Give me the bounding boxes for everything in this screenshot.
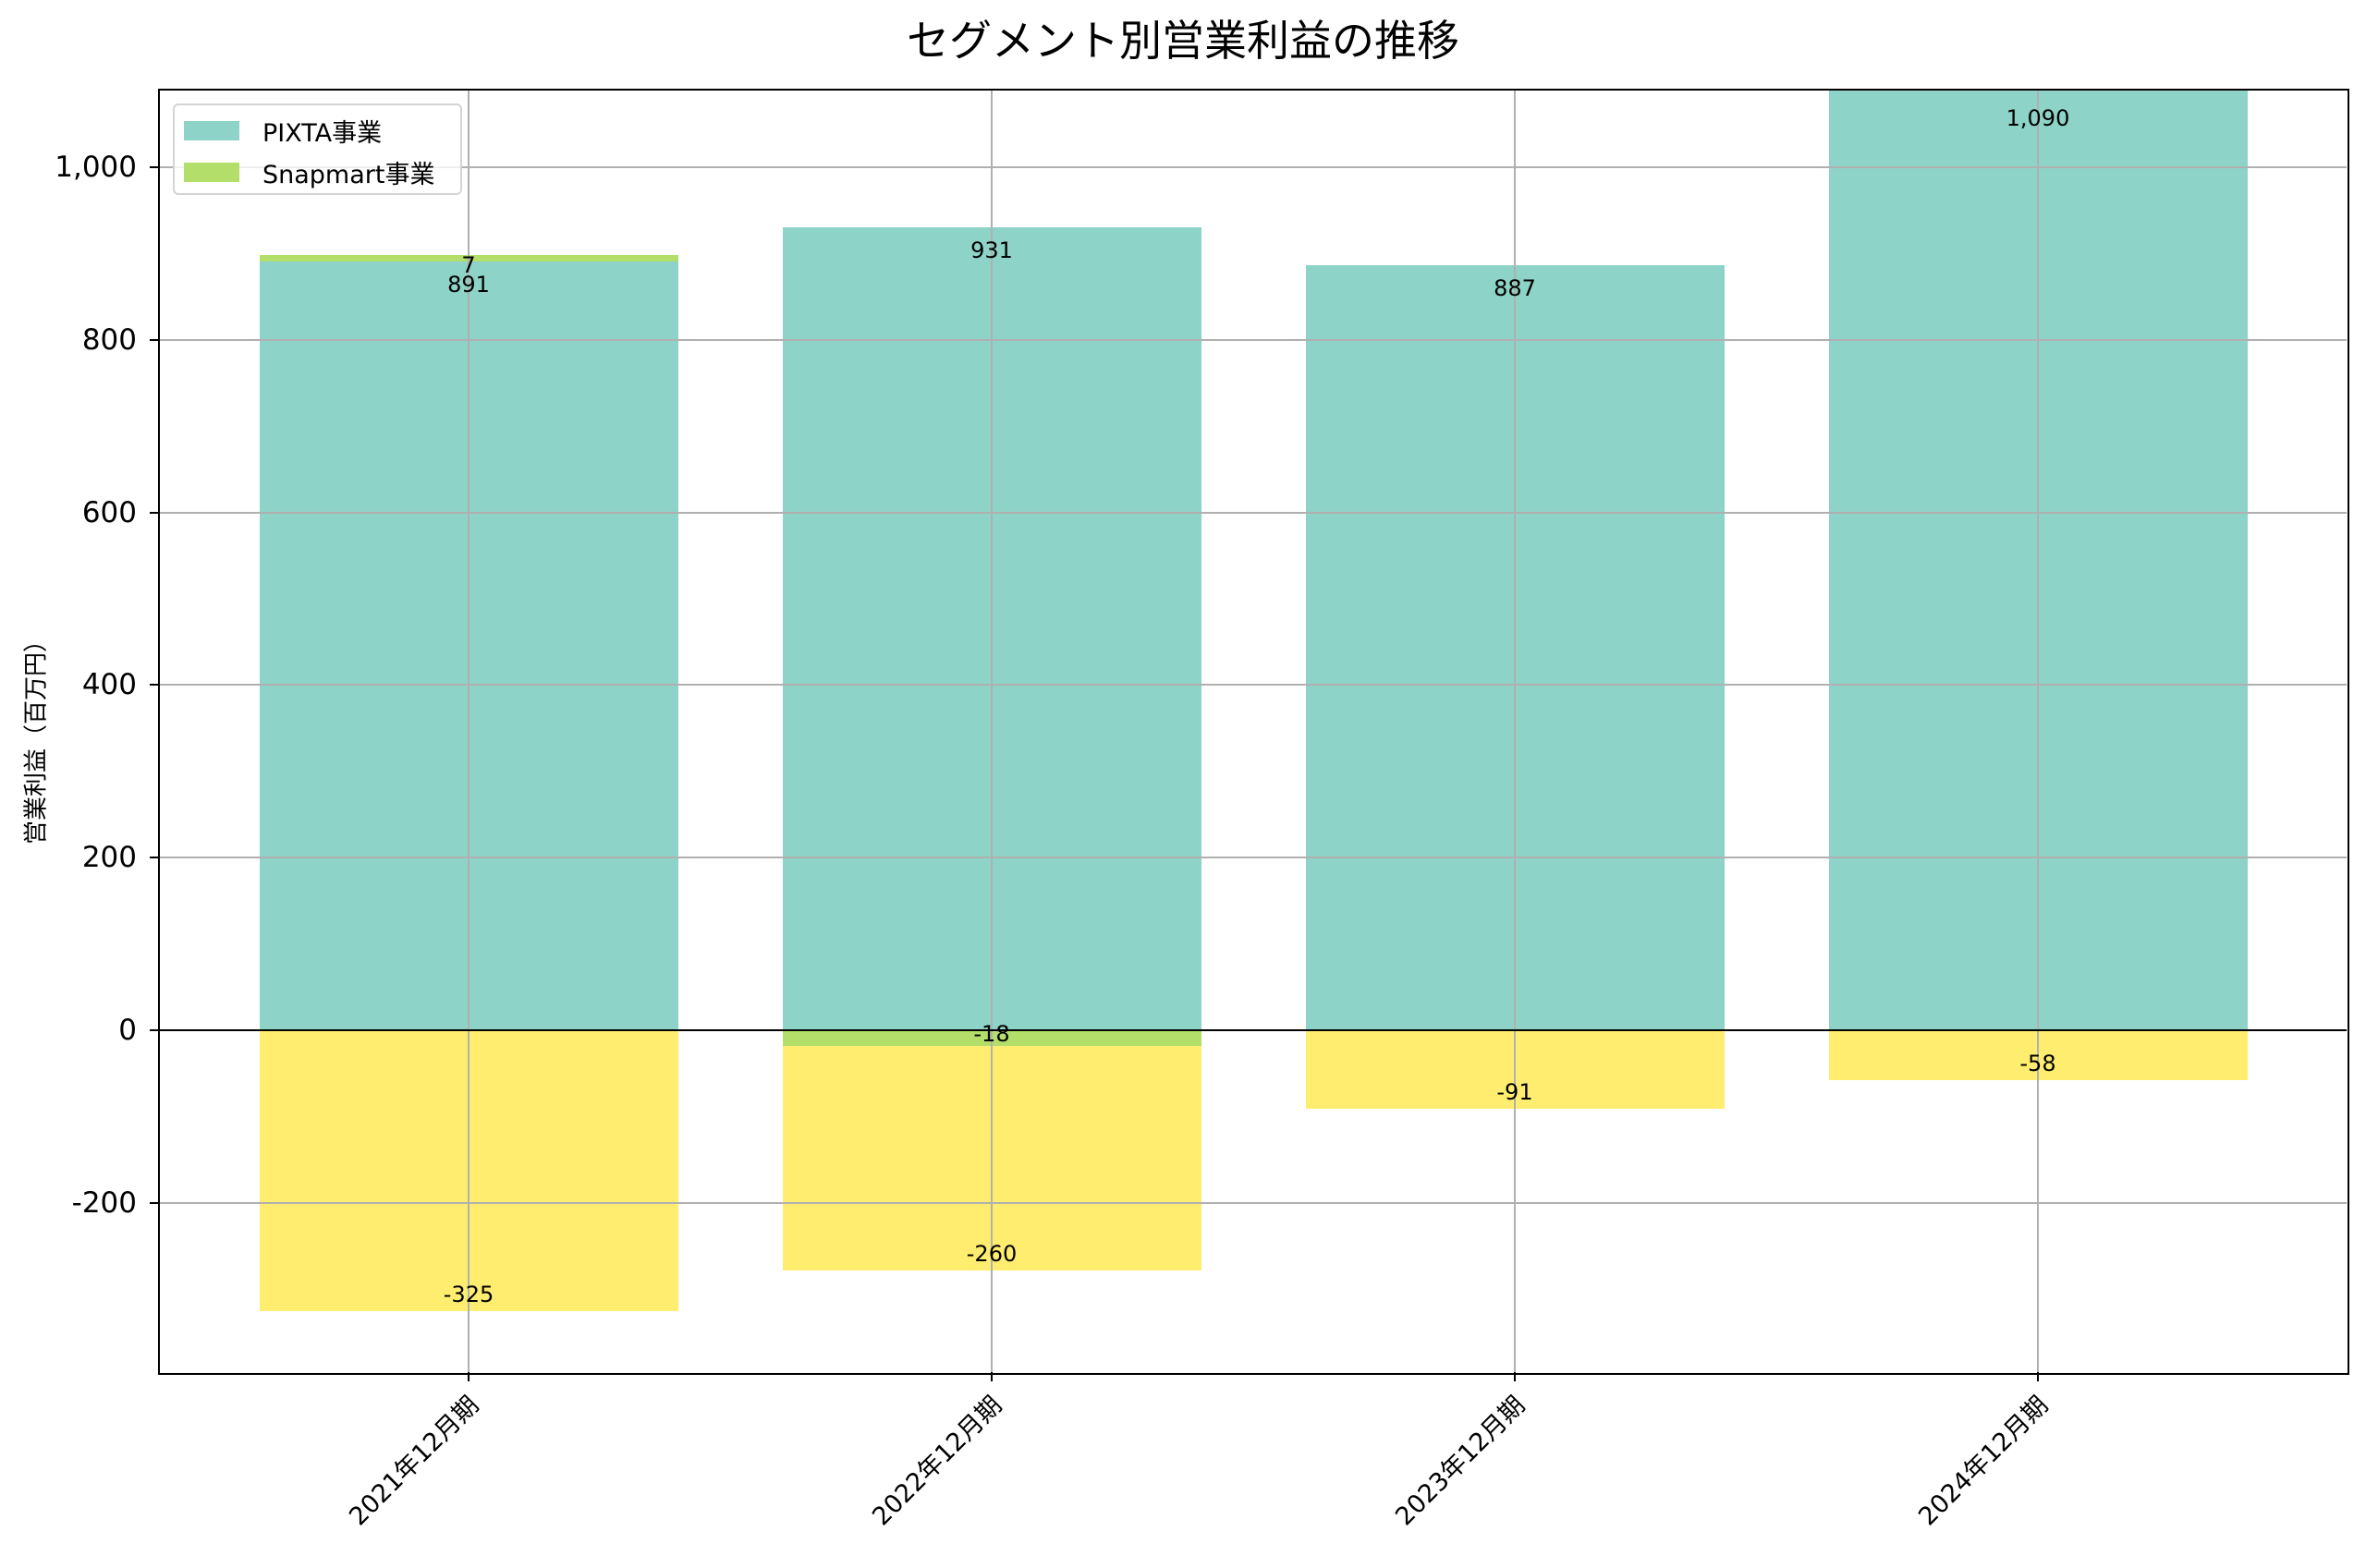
y-tick-mark [150, 338, 159, 341]
chart-title: セグメント別営業利益の推移 [907, 16, 1459, 66]
x-tick-mark [2037, 1372, 2039, 1381]
value-label: -91 [1496, 1079, 1533, 1106]
x-tick-label: 2023年12月期 [1390, 1391, 1531, 1532]
gridline-vertical [468, 90, 470, 1372]
y-tick-label: 600 [81, 495, 137, 529]
legend-item-snapmart: Snapmart事業 [184, 156, 435, 189]
gridline-vertical [2037, 90, 2039, 1372]
x-tick-mark [991, 1372, 993, 1381]
y-tick-label: 0 [118, 1014, 137, 1048]
value-label: -260 [966, 1240, 1018, 1267]
gridline-horizontal [159, 166, 2347, 169]
gridline-vertical [1514, 90, 1516, 1372]
y-axis-label: 営業利益（百万円） [22, 627, 51, 845]
gridline-horizontal [159, 1201, 2347, 1204]
legend-item-pixta: PIXTA事業 [184, 115, 383, 148]
legend-swatch-pixta [184, 120, 239, 140]
gridline-vertical [991, 90, 993, 1372]
y-tick-mark [150, 166, 159, 169]
value-label: -58 [2019, 1051, 2056, 1077]
value-label: 7 [461, 252, 476, 279]
zero-line [159, 1029, 2347, 1032]
gridline-horizontal [159, 684, 2347, 687]
y-tick-mark [150, 511, 159, 514]
y-tick-mark [150, 684, 159, 687]
y-tick-mark [150, 1029, 159, 1032]
legend-label-snapmart: Snapmart事業 [262, 160, 435, 189]
x-tick-label: 2024年12月期 [1913, 1391, 2055, 1532]
value-label: 891 [447, 271, 490, 298]
y-tick-mark [150, 857, 159, 859]
y-tick-label: 200 [81, 841, 137, 875]
x-tick-label: 2021年12月期 [344, 1391, 485, 1532]
gridline-horizontal [159, 338, 2347, 341]
legend-label-pixta: PIXTA事業 [262, 118, 383, 148]
value-label: -18 [973, 1021, 1010, 1048]
legend: PIXTA事業 Snapmart事業 [173, 103, 462, 195]
gridline-horizontal [159, 857, 2347, 859]
legend-swatch-snapmart [184, 162, 239, 182]
x-tick-mark [468, 1372, 470, 1381]
y-tick-label: -200 [71, 1185, 137, 1220]
y-tick-label: 400 [81, 668, 137, 702]
value-label: 931 [970, 237, 1013, 263]
plot-area: 891 931 887 1,090 7 -18 -325 -260 -91 -58 [159, 90, 2347, 1372]
y-tick-label: 800 [81, 322, 137, 357]
value-label: -325 [443, 1281, 494, 1307]
y-tick-label: 1,000 [55, 151, 137, 185]
x-tick-label: 2022年12月期 [867, 1391, 1008, 1532]
value-label: 1,090 [2006, 105, 2070, 131]
value-label: 887 [1494, 274, 1536, 301]
y-tick-mark [150, 1201, 159, 1204]
x-tick-mark [1514, 1372, 1516, 1381]
gridline-horizontal [159, 511, 2347, 514]
